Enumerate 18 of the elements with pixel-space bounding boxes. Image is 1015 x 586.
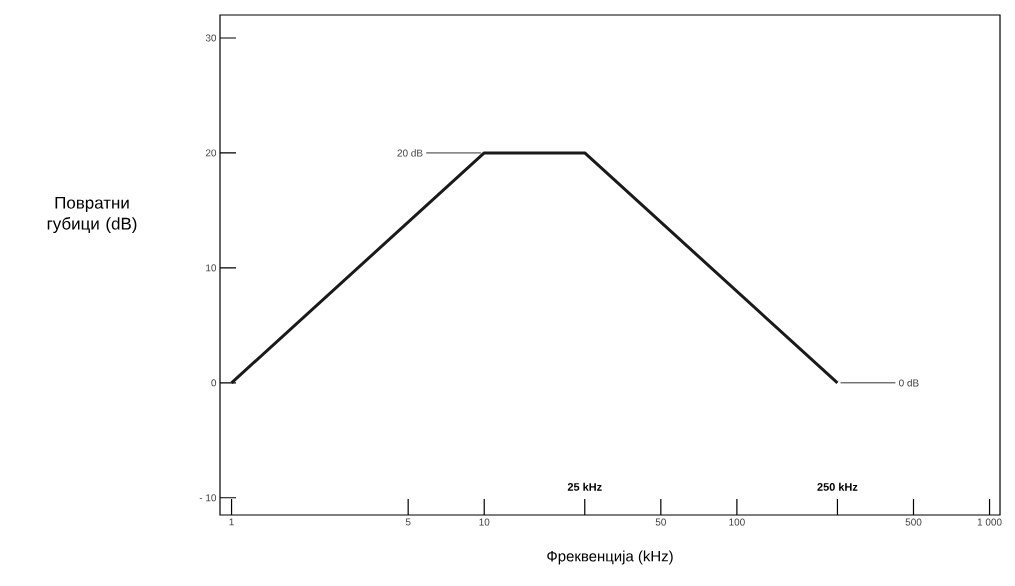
y-tick-label: - 10: [199, 494, 217, 502]
x-axis-title: Фреквенција (kHz): [547, 550, 673, 565]
x-tick-label: 100: [729, 518, 745, 526]
y-tick-label: 10: [206, 264, 217, 272]
x-tick-label: 10: [479, 518, 490, 526]
y-tick-label: 30: [205, 34, 217, 42]
annotation: 0 dB: [899, 379, 919, 387]
y-axis-title: Повратни губици (dB): [47, 196, 137, 234]
x-tick-label: 500: [905, 518, 922, 526]
annotation: 250 kHz: [817, 482, 858, 491]
x-tick-label: 50: [655, 518, 666, 526]
x-tick-label: 1 000: [977, 518, 1002, 526]
x-tick-label: 1: [229, 518, 234, 526]
y-tick-label: 0: [211, 379, 217, 387]
annotation: 25 kHz: [567, 482, 602, 491]
annotation: 20 dB: [397, 149, 423, 157]
x-tick-label: 5: [405, 518, 411, 526]
y-tick-label: 20: [205, 149, 217, 157]
